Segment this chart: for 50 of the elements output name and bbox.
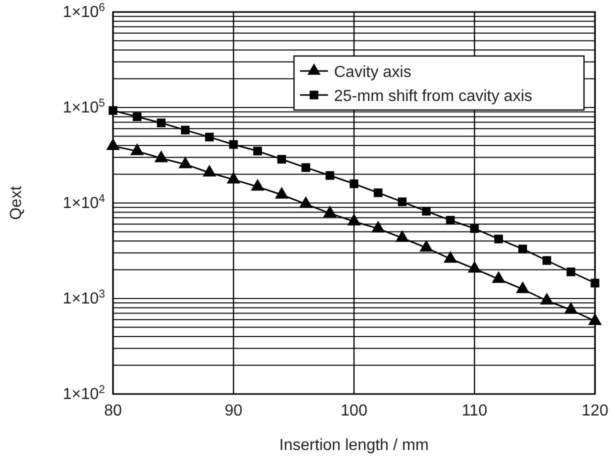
point bbox=[492, 271, 506, 283]
point bbox=[132, 112, 142, 122]
point bbox=[395, 230, 409, 242]
point bbox=[250, 178, 264, 191]
y-tick-label: 1×10$^{6}$ bbox=[62, 2, 105, 22]
legend-label: 25-mm shift from cavity axis bbox=[334, 88, 532, 105]
point bbox=[277, 154, 286, 164]
point bbox=[347, 214, 361, 226]
x-tick-label: 90 bbox=[224, 402, 242, 420]
point bbox=[540, 292, 554, 305]
y-tick-label: 1×10$^{2}$ bbox=[62, 384, 105, 404]
y-tick-label: 1×10$^{5}$ bbox=[62, 98, 105, 117]
point bbox=[253, 146, 262, 156]
x-axis-title: Insertion length / mm bbox=[279, 437, 429, 454]
x-tick-label: 120 bbox=[582, 402, 608, 420]
y-tick-label: 1×10$^{3}$ bbox=[62, 288, 105, 308]
point bbox=[229, 140, 238, 149]
point bbox=[108, 106, 118, 115]
point bbox=[371, 220, 385, 232]
point bbox=[180, 126, 190, 134]
point bbox=[468, 260, 482, 273]
point bbox=[226, 172, 240, 184]
point bbox=[350, 179, 358, 188]
point bbox=[323, 205, 337, 218]
point bbox=[202, 164, 216, 177]
point bbox=[470, 224, 479, 233]
point bbox=[398, 197, 407, 206]
point bbox=[301, 163, 310, 172]
point bbox=[588, 313, 602, 326]
y-tick-label: 1×10$^{4}$ bbox=[62, 193, 105, 212]
point bbox=[205, 132, 214, 142]
y-axis-title: Qext bbox=[8, 186, 25, 220]
x-tick-label: 100 bbox=[340, 402, 368, 420]
point bbox=[444, 251, 458, 263]
point bbox=[542, 256, 552, 265]
point bbox=[156, 118, 166, 128]
point bbox=[326, 171, 334, 180]
legend-label: Cavity axis bbox=[334, 64, 412, 81]
point bbox=[299, 196, 313, 208]
point bbox=[516, 281, 530, 294]
point bbox=[422, 206, 431, 216]
point bbox=[274, 186, 288, 199]
point bbox=[446, 216, 455, 225]
x-tick-label: 80 bbox=[104, 402, 122, 420]
point bbox=[374, 188, 382, 198]
point bbox=[564, 302, 578, 314]
point bbox=[420, 240, 434, 252]
point bbox=[518, 244, 528, 254]
point bbox=[494, 234, 503, 244]
x-tick-label: 110 bbox=[462, 402, 488, 420]
